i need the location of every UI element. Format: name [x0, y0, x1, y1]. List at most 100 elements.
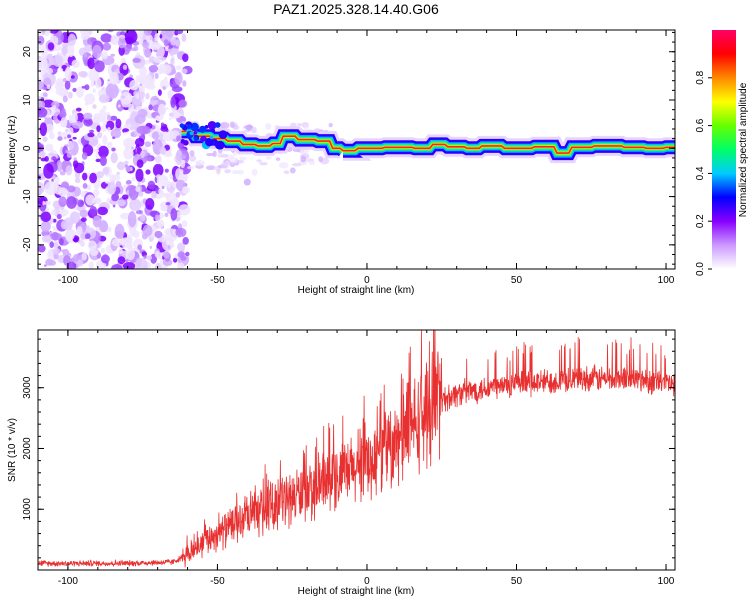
- snr-xtick-label: -100: [58, 576, 78, 587]
- noise-blob: [140, 150, 146, 159]
- noise-blob: [71, 121, 84, 129]
- noise-blob: [170, 96, 176, 108]
- noise-blob: [157, 219, 165, 229]
- noise-blob: [42, 71, 56, 87]
- noise-blob: [76, 226, 83, 236]
- noise-blob: [67, 43, 75, 58]
- noise-blob: [110, 152, 118, 164]
- noise-blob: [180, 154, 186, 160]
- noise-blob: [96, 131, 103, 139]
- noise-blob: [90, 249, 99, 256]
- snr-ticks: -100 -50 0 50 100 1000 2000 3000: [22, 330, 675, 587]
- snr-xtick-label: 50: [511, 576, 523, 587]
- noise-blob: [92, 104, 97, 109]
- noise-blob: [143, 255, 147, 259]
- noise-blob: [78, 71, 88, 78]
- noise-blob: [151, 41, 161, 51]
- noise-blob: [41, 230, 50, 237]
- noise-blob: [137, 108, 148, 118]
- noise-blob: [229, 157, 239, 164]
- noise-blob: [64, 66, 72, 81]
- noise-blob: [155, 115, 160, 120]
- noise-blob: [167, 90, 174, 99]
- noise-blob: [155, 250, 160, 259]
- noise-blob: [60, 68, 64, 72]
- noise-blob: [212, 150, 217, 158]
- noise-blob: [88, 134, 99, 147]
- noise-blob: [159, 30, 173, 44]
- noise-blob: [81, 85, 86, 89]
- noise-blob: [178, 99, 188, 108]
- spectrogram-xtick-label: -100: [58, 275, 78, 286]
- noise-blob: [87, 57, 96, 70]
- noise-blob: [40, 221, 51, 232]
- noise-blob: [145, 169, 151, 175]
- noise-blob: [99, 220, 109, 233]
- noise-blob: [305, 157, 311, 163]
- noise-blob: [84, 53, 87, 58]
- noise-blob: [76, 86, 84, 98]
- noise-blob: [170, 57, 175, 65]
- noise-blob: [147, 180, 156, 190]
- noise-blob: [100, 247, 106, 254]
- noise-blob: [59, 238, 64, 246]
- noise-blob: [175, 39, 181, 47]
- noise-blob: [105, 181, 110, 184]
- noise-blob: [165, 46, 169, 52]
- spectrogram-ylabel: Frequency (Hz): [7, 116, 18, 185]
- noise-blob: [92, 215, 102, 228]
- snr-ylabel: SNR (10 * v/v): [7, 418, 18, 482]
- noise-blob: [148, 65, 159, 73]
- noise-blob: [308, 160, 316, 165]
- noise-blob: [102, 117, 108, 126]
- noise-blob: [102, 167, 110, 175]
- noise-blob: [189, 150, 195, 157]
- noise-blob: [168, 150, 172, 156]
- noise-blob: [67, 185, 76, 193]
- noise-blob: [79, 239, 85, 247]
- noise-blob: [162, 258, 173, 266]
- noise-blob: [84, 102, 89, 106]
- noise-blob: [95, 158, 101, 163]
- noise-blob: [110, 53, 116, 57]
- noise-blob: [38, 182, 45, 195]
- noise-blob: [117, 104, 121, 108]
- noise-blob: [173, 257, 178, 263]
- signal-blob: [205, 137, 214, 147]
- noise-blob: [73, 162, 85, 174]
- noise-blob: [62, 145, 69, 156]
- noise-blob: [120, 91, 133, 105]
- noise-blob: [65, 128, 69, 133]
- noise-blob: [157, 89, 162, 96]
- noise-blob: [52, 54, 64, 67]
- noise-blob: [176, 30, 184, 35]
- noise-blob: [181, 186, 190, 194]
- noise-blob: [303, 125, 309, 129]
- noise-blob: [101, 51, 108, 60]
- noise-blob: [73, 263, 77, 267]
- noise-blob: [66, 261, 77, 269]
- noise-blob: [73, 157, 77, 161]
- noise-blob: [171, 198, 180, 208]
- noise-blob: [138, 40, 143, 44]
- noise-blob: [131, 47, 137, 52]
- noise-blob: [49, 241, 54, 248]
- noise-blob: [93, 188, 100, 197]
- noise-blob: [96, 171, 104, 179]
- noise-blob: [48, 30, 59, 34]
- noise-blob: [100, 125, 107, 132]
- noise-blob: [145, 198, 155, 210]
- noise-blob: [156, 174, 169, 188]
- noise-blob: [137, 181, 141, 186]
- noise-blob: [116, 199, 127, 207]
- noise-blob: [59, 170, 66, 176]
- noise-blob: [80, 33, 90, 40]
- noise-blob: [84, 93, 96, 105]
- noise-blob: [145, 34, 153, 43]
- snr-panel: -100 -50 0 50 100 1000 2000 3000 Height of stra…: [7, 329, 676, 597]
- noise-blob: [123, 147, 134, 160]
- noise-blob: [131, 176, 136, 182]
- noise-blob: [182, 53, 189, 62]
- noise-blob: [60, 220, 68, 230]
